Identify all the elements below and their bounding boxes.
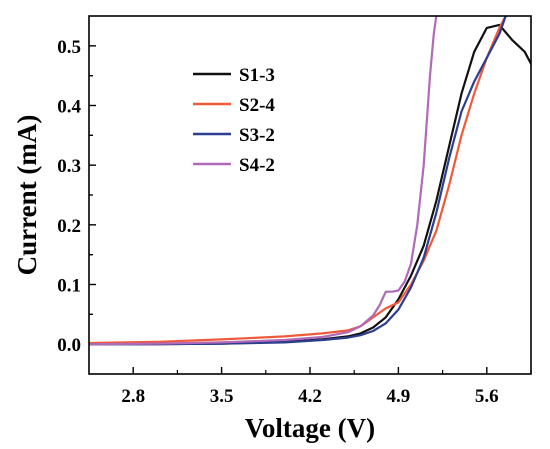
plot-frame — [88, 15, 532, 375]
y-tick-label: 0.5 — [57, 37, 81, 58]
y-tick-label: 0.2 — [57, 216, 81, 237]
series-line-s1-3 — [89, 23, 531, 346]
legend-label: S2-4 — [239, 95, 275, 116]
x-tick-label: 5.6 — [475, 386, 499, 407]
y-tick-label: 0.3 — [57, 156, 81, 177]
legend-label: S4-2 — [239, 155, 275, 176]
y-tick-label: 0.1 — [57, 276, 81, 297]
legend-label: S3-2 — [239, 125, 275, 146]
series-line-s3-2 — [89, 16, 507, 346]
y-tick-label: 0.0 — [57, 335, 81, 356]
series-layer — [89, 16, 531, 346]
x-tick-label: 3.5 — [210, 386, 234, 407]
series-line-s2-4 — [89, 16, 507, 345]
legend: S1-3 S2-4 S3-2 S4-2 — [193, 65, 275, 176]
x-axis-title: Voltage (V) — [245, 413, 375, 443]
legend-label: S1-3 — [239, 65, 275, 86]
y-tick-label: 0.4 — [57, 97, 81, 118]
series-line-s4-2 — [89, 16, 438, 346]
tick-labels: 2.8 3.5 4.2 4.9 5.6 0.0 0.1 0.2 0.3 0.4 0.5 — [57, 37, 498, 407]
x-tick-label: 4.2 — [298, 386, 322, 407]
y-axis-title: Current (mA) — [12, 115, 42, 276]
axis-ticks — [89, 45, 532, 374]
x-tick-label: 2.8 — [121, 386, 145, 407]
x-tick-label: 4.9 — [387, 386, 411, 407]
